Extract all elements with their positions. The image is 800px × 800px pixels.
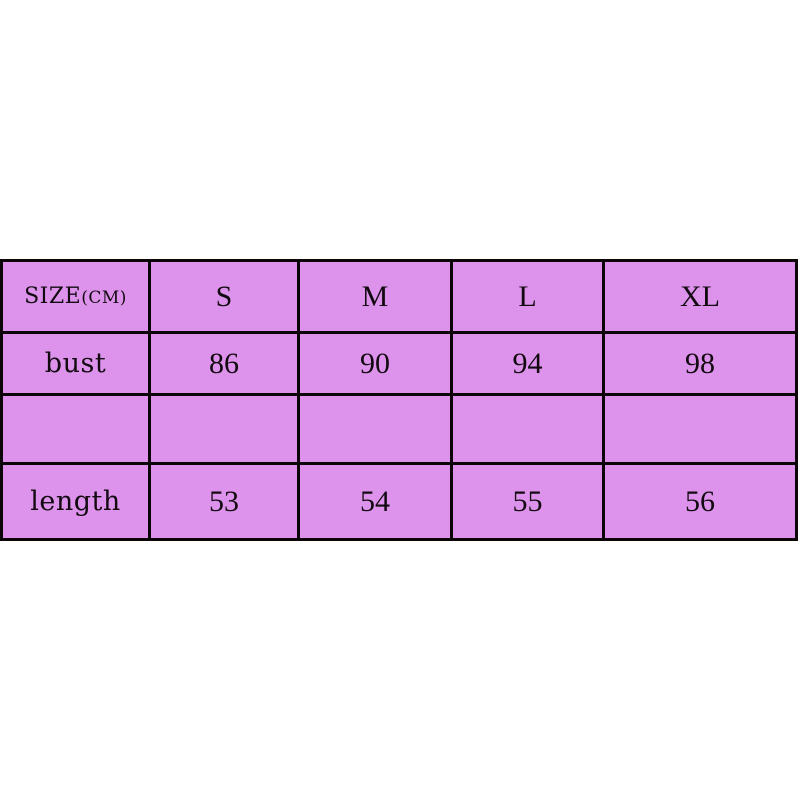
cell-blank-xl [602,393,798,465]
cell-length-xl: 56 [602,462,798,541]
cell-blank-m [297,393,453,465]
cell-blank-s [148,393,300,465]
table-row: length 53 54 55 56 [0,462,798,541]
cell-length-m: 54 [297,462,453,541]
cell-length-s: 53 [148,462,300,541]
table-row [0,393,798,465]
row-label-bust: bust [0,331,151,396]
table-row: bust 86 90 94 98 [0,331,798,396]
size-unit-header-cell: SIZE(CM) [0,259,151,334]
column-header-xl: XL [602,259,798,334]
row-label-length: length [0,462,151,541]
table-header-row: SIZE(CM) S M L XL [0,259,798,334]
column-header-m: M [297,259,453,334]
row-label-blank [0,393,151,465]
cell-bust-l: 94 [450,331,605,396]
cell-blank-l [450,393,605,465]
cell-bust-s: 86 [148,331,300,396]
cell-length-l: 55 [450,462,605,541]
size-chart-table: SIZE(CM) S M L XL bust 86 90 94 98 [0,259,798,541]
size-header-text: SIZE [24,283,82,309]
size-header-unit-text: (CM) [81,287,127,308]
cell-bust-m: 90 [297,331,453,396]
column-header-l: L [450,259,605,334]
cell-bust-xl: 98 [602,331,798,396]
column-header-s: S [148,259,300,334]
